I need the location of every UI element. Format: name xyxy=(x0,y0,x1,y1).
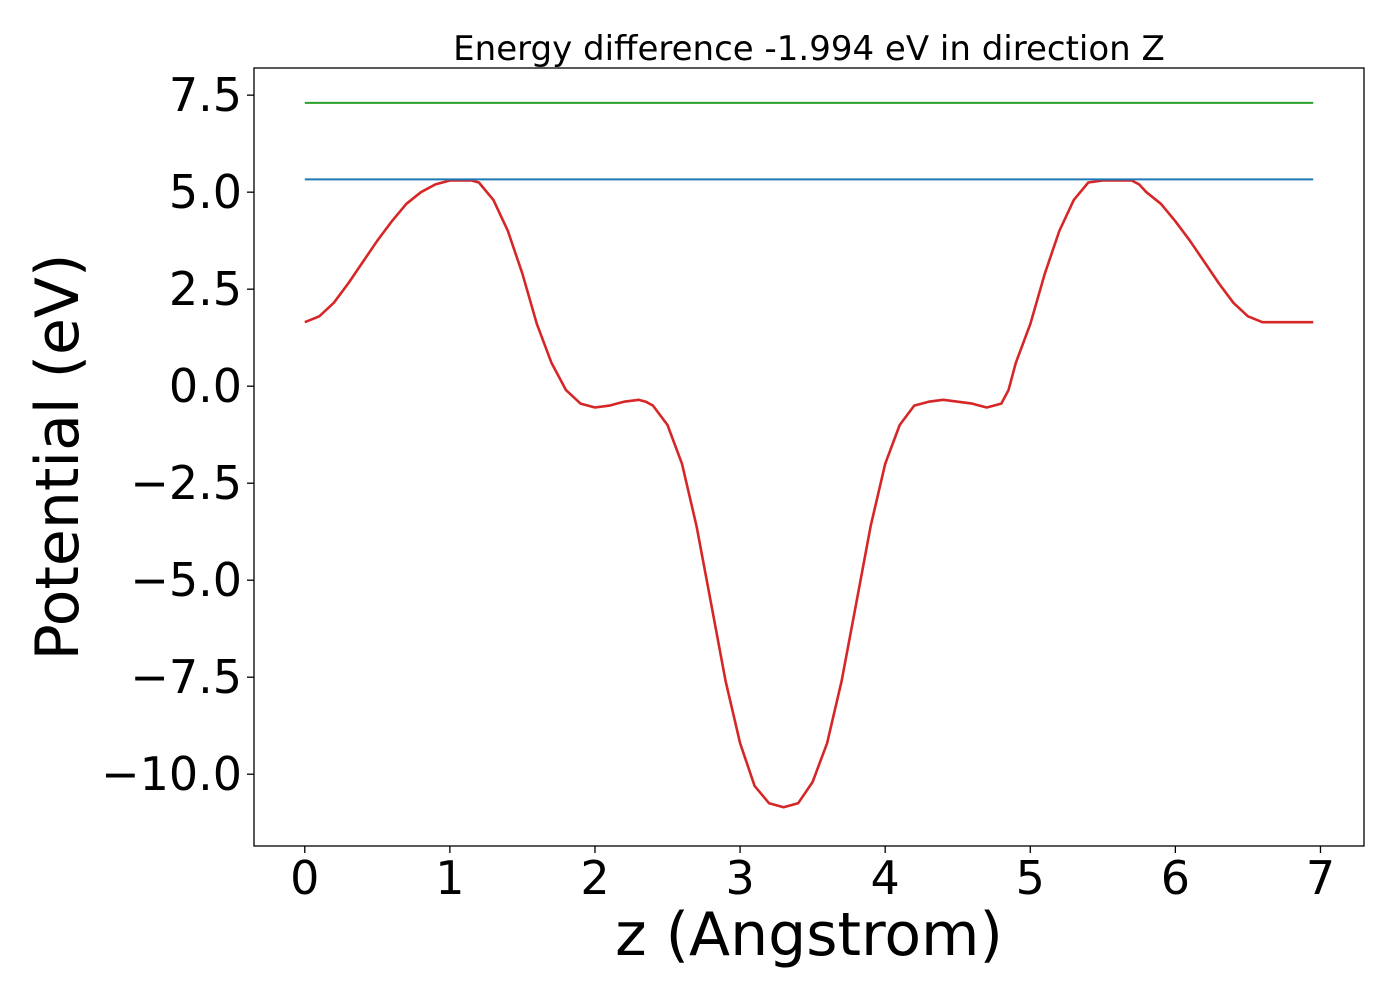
x-tick-label: 2 xyxy=(580,851,609,905)
x-tick-label: 7 xyxy=(1306,851,1335,905)
x-tick-label: 3 xyxy=(725,851,754,905)
y-tick-label: 2.5 xyxy=(169,262,242,316)
y-axis-title: Potential (eV) xyxy=(23,254,93,661)
x-axis: 0 1 2 3 4 5 6 7 xyxy=(290,846,1335,905)
series-layer xyxy=(304,101,1314,809)
y-tick-label: 7.5 xyxy=(169,68,242,122)
y-tick-label: −10.0 xyxy=(101,747,242,801)
y-tick-label: −5.0 xyxy=(130,553,242,607)
x-tick-label: 6 xyxy=(1161,851,1190,905)
plot-frame xyxy=(253,67,1365,847)
y-tick-label: −2.5 xyxy=(130,456,242,510)
y-axis: 7.5 5.0 2.5 0.0 −2.5 −5.0 −7.5 −10.0 xyxy=(101,68,254,801)
x-tick-label: 1 xyxy=(435,851,464,905)
chart-title: Energy difference -1.994 eV in direction… xyxy=(453,29,1165,69)
x-axis-title: z (Angstrom) xyxy=(615,900,1003,970)
y-tick-label: 5.0 xyxy=(169,165,242,219)
x-tick-label: 0 xyxy=(290,851,319,905)
series-line-1 xyxy=(304,179,1314,809)
x-tick-label: 4 xyxy=(871,851,900,905)
x-tick-label: 5 xyxy=(1016,851,1045,905)
y-tick-label: 0.0 xyxy=(169,359,242,413)
y-tick-label: −7.5 xyxy=(130,650,242,704)
